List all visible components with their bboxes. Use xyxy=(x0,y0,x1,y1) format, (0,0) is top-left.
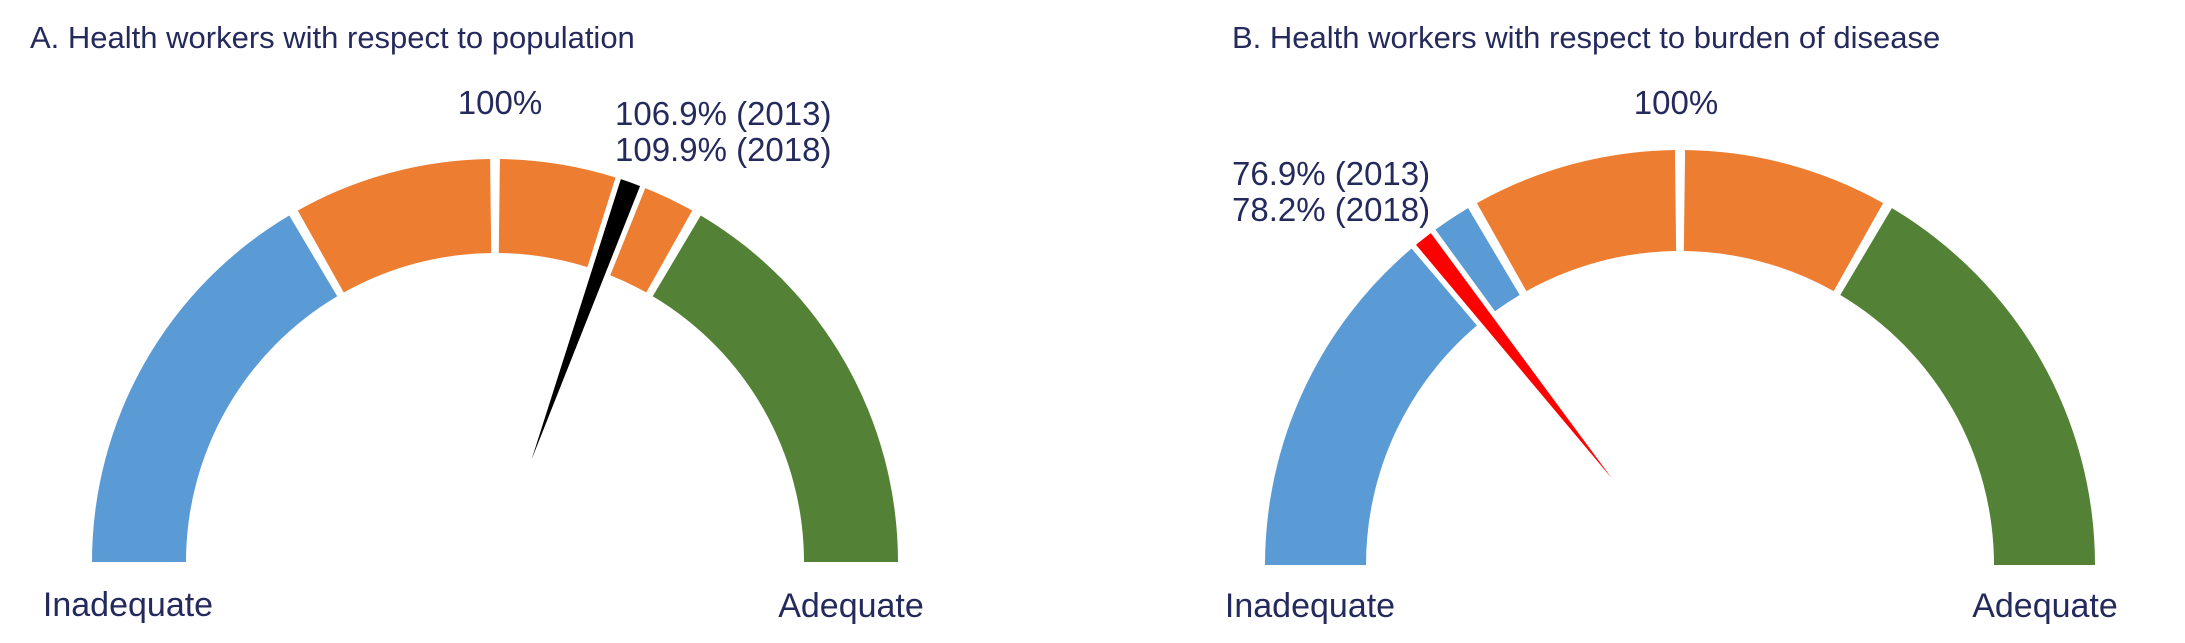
gauge-a-segment-1-orange xyxy=(297,159,492,293)
panel-a-needle-annotation: 106.9% (2013) 109.9% (2018) xyxy=(615,96,831,168)
panel-b-annotation-line-2013: 76.9% (2013) xyxy=(1232,155,1431,192)
panel-b-inadequate-label: Inadequate xyxy=(1224,587,1396,625)
gauge-a-needle xyxy=(531,179,641,460)
gauge-b-segment-1-blue xyxy=(1435,208,1520,312)
gauge-b-segment-0-blue xyxy=(1265,248,1477,566)
gauge-a-segment-0-blue xyxy=(92,215,338,563)
panel-b-adequate-label: Adequate xyxy=(1972,587,2118,625)
panel-b-annotation-line-2018: 78.2% (2018) xyxy=(1232,191,1431,228)
gauge-b-segment-3-orange xyxy=(1683,150,1884,292)
gauge-a-segment-2-orange xyxy=(498,159,616,268)
gauge-a-segment-4-green xyxy=(652,215,898,563)
panel-b-title: B. Health workers with respect to burden… xyxy=(1232,20,1941,55)
gauge-b-segment-2-orange xyxy=(1476,150,1677,292)
panel-a-100pct-tick-label: 100% xyxy=(457,84,543,121)
gauge-b-needle xyxy=(1416,233,1612,479)
panel-a-adequate-label: Adequate xyxy=(778,587,924,625)
panel-a-annotation-line-2013: 106.9% (2013) xyxy=(615,95,832,132)
panel-a-annotation-line-2018: 109.9% (2018) xyxy=(615,131,832,168)
gauge-b-segment-4-green xyxy=(1840,208,2095,565)
panel-b-needle-annotation: 76.9% (2013) 78.2% (2018) xyxy=(1232,156,1430,228)
panel-a-inadequate-label: Inadequate xyxy=(42,586,214,624)
panel-a-title: A. Health workers with respect to popula… xyxy=(30,20,635,55)
panel-b-100pct-tick-label: 100% xyxy=(1633,84,1719,121)
gauge-a-segment-3-orange xyxy=(610,188,693,293)
